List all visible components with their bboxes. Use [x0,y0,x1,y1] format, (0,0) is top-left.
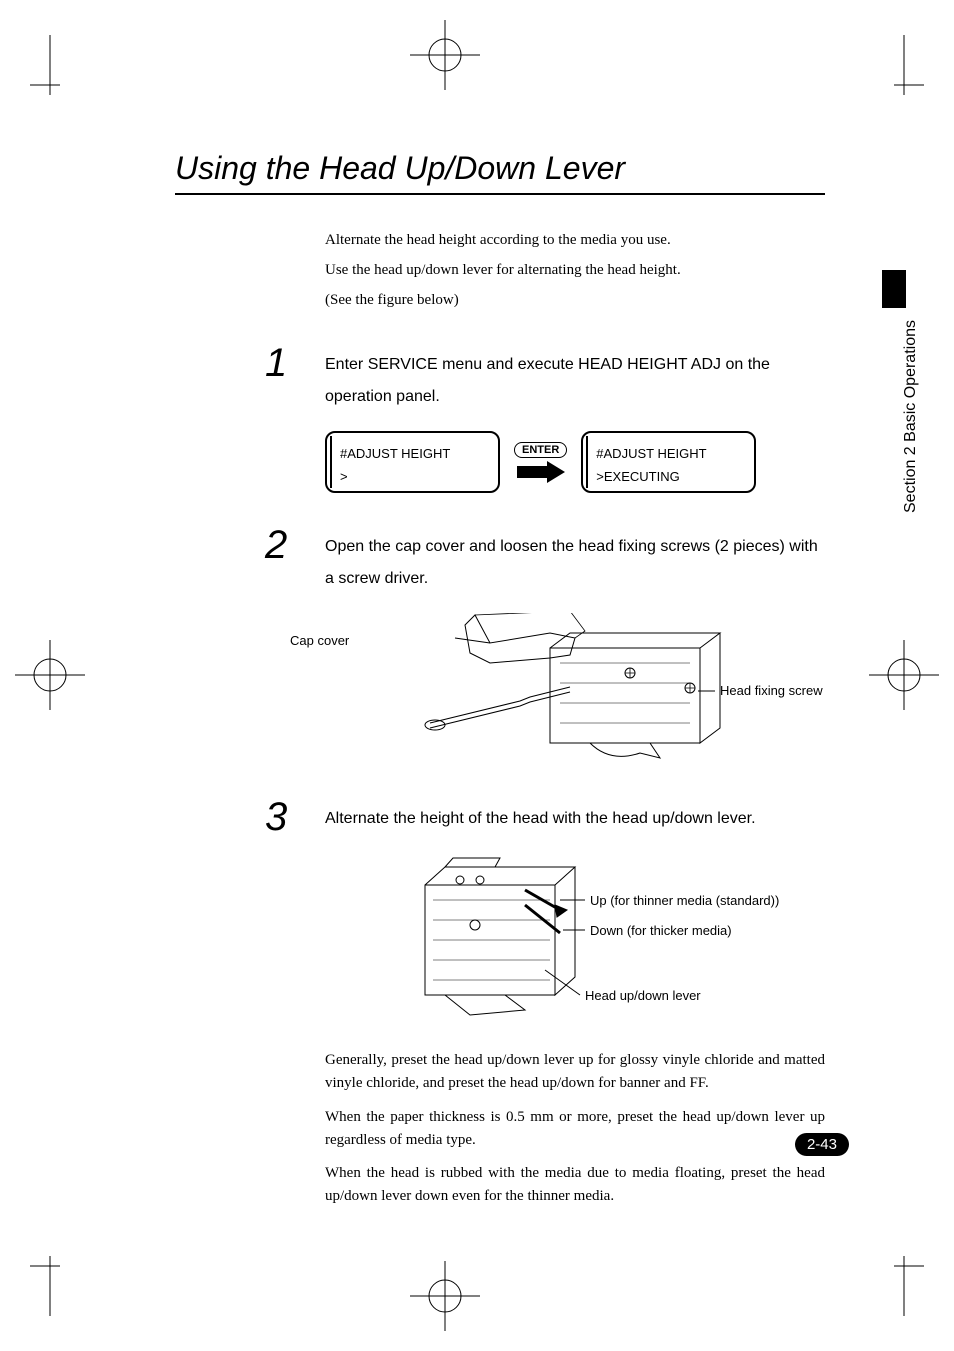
crop-mark-bl [30,1256,70,1316]
label-cap-cover: Cap cover [290,633,349,648]
closing-text: Generally, preset the head up/down lever… [325,1049,825,1209]
step-text: Alternate the height of the head with th… [325,797,756,837]
crop-mark-tr [884,35,924,95]
lcd-line: > [340,465,487,488]
intro-line: (See the figure below) [325,285,825,315]
enter-arrow: ENTER [514,442,567,483]
page-content: Using the Head Up/Down Lever Alternate t… [175,150,825,1219]
crop-mark-ml [15,640,85,710]
crop-mark-tl [30,35,70,95]
enter-key-icon: ENTER [514,442,567,458]
step-3: 3 Alternate the height of the head with … [175,797,825,837]
closing-para: When the head is rubbed with the media d… [325,1162,825,1209]
label-fixing-screw: Head fixing screw [720,683,823,698]
label-lever: Head up/down lever [585,988,701,1003]
lcd-line: #ADJUST HEIGHT [596,442,743,465]
step-2: 2 Open the cap cover and loosen the head… [175,525,825,595]
crop-mark-tc [410,20,480,90]
page-title: Using the Head Up/Down Lever [175,150,825,195]
step-text: Open the cap cover and loosen the head f… [325,525,825,595]
arrow-right-icon [517,461,565,483]
intro-text: Alternate the head height according to t… [325,225,825,315]
step-number: 3 [265,797,325,837]
step-number: 2 [265,525,325,595]
step-1: 1 Enter SERVICE menu and execute HEAD HE… [175,343,825,413]
lcd-display-after: #ADJUST HEIGHT >EXECUTING [581,431,756,493]
crop-mark-mr [869,640,939,710]
intro-line: Alternate the head height according to t… [325,225,825,255]
closing-para: When the paper thickness is 0.5 mm or mo… [325,1106,825,1153]
crop-mark-bc [410,1261,480,1331]
lever-diagram-icon [405,855,605,1025]
lcd-sequence: #ADJUST HEIGHT > ENTER #ADJUST HEIGHT >E… [325,431,825,493]
step-number: 1 [265,343,325,413]
lcd-line: >EXECUTING [596,465,743,488]
diagram-step3: Up (for thinner media (standard)) Down (… [405,855,825,1025]
step-text: Enter SERVICE menu and execute HEAD HEIG… [325,343,825,413]
lcd-line: #ADJUST HEIGHT [340,442,487,465]
label-down: Down (for thicker media) [590,923,732,938]
section-label: Section 2 Basic Operations [902,320,920,513]
crop-mark-br [884,1256,924,1316]
lcd-display-before: #ADJUST HEIGHT > [325,431,500,493]
label-up: Up (for thinner media (standard)) [590,893,779,908]
diagram-step2: Cap cover Head fixing screw [290,613,825,773]
section-tab [882,270,906,308]
intro-line: Use the head up/down lever for alternati… [325,255,825,285]
closing-para: Generally, preset the head up/down lever… [325,1049,825,1096]
printer-head-diagram-icon [290,613,770,773]
